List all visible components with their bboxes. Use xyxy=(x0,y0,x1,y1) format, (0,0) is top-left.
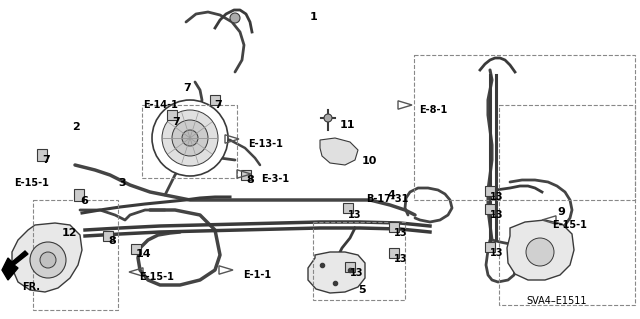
Circle shape xyxy=(30,242,66,278)
Text: 12: 12 xyxy=(62,228,77,238)
Bar xyxy=(74,189,84,201)
Text: 4: 4 xyxy=(388,190,396,200)
Circle shape xyxy=(172,120,208,156)
Text: 2: 2 xyxy=(72,122,80,132)
Text: 13: 13 xyxy=(490,192,504,202)
Bar xyxy=(313,222,405,300)
Circle shape xyxy=(324,114,332,122)
Text: E-15-1: E-15-1 xyxy=(14,178,49,188)
Polygon shape xyxy=(12,223,82,292)
Text: 13: 13 xyxy=(394,254,408,264)
Text: 7: 7 xyxy=(214,100,221,110)
Polygon shape xyxy=(320,138,358,165)
Text: 10: 10 xyxy=(362,156,378,166)
Text: 13: 13 xyxy=(350,268,364,278)
Bar xyxy=(485,186,495,196)
Circle shape xyxy=(230,13,240,23)
Polygon shape xyxy=(2,251,28,280)
Text: 6: 6 xyxy=(80,196,88,206)
Text: 11: 11 xyxy=(340,120,355,130)
Bar xyxy=(499,105,635,305)
Text: 7: 7 xyxy=(42,155,50,165)
Text: E-14-1: E-14-1 xyxy=(143,100,178,110)
Text: 8: 8 xyxy=(246,175,253,185)
Bar xyxy=(33,200,118,310)
Bar xyxy=(210,95,220,105)
Text: 13: 13 xyxy=(490,210,504,220)
Bar xyxy=(485,204,495,214)
Text: 13: 13 xyxy=(394,228,408,238)
Polygon shape xyxy=(308,252,365,293)
Circle shape xyxy=(182,130,198,146)
Text: SVA4–E1511: SVA4–E1511 xyxy=(526,296,586,306)
Text: 8: 8 xyxy=(108,236,116,246)
Bar xyxy=(142,105,237,178)
Text: E-1-1: E-1-1 xyxy=(243,270,271,280)
Text: E-13-1: E-13-1 xyxy=(248,139,283,149)
Text: 13: 13 xyxy=(490,248,504,258)
Bar xyxy=(345,262,355,272)
Circle shape xyxy=(162,110,218,166)
Text: E-15-1: E-15-1 xyxy=(552,220,587,230)
Bar xyxy=(389,248,399,258)
Text: B-17-31: B-17-31 xyxy=(366,194,408,204)
Circle shape xyxy=(40,252,56,268)
Circle shape xyxy=(526,238,554,266)
Bar xyxy=(485,242,495,252)
Bar xyxy=(167,110,177,120)
Bar xyxy=(103,231,113,241)
Bar xyxy=(37,149,47,161)
Text: 14: 14 xyxy=(136,249,152,259)
Bar xyxy=(131,244,141,254)
Text: 7: 7 xyxy=(172,117,180,127)
Text: E-3-1: E-3-1 xyxy=(261,174,289,184)
Text: E-15-1: E-15-1 xyxy=(139,272,174,282)
Polygon shape xyxy=(507,220,574,280)
Text: 9: 9 xyxy=(557,207,565,217)
Bar xyxy=(414,55,635,200)
Text: 1: 1 xyxy=(310,12,317,22)
Text: FR.: FR. xyxy=(22,282,40,292)
Text: 7: 7 xyxy=(183,83,191,93)
Text: E-8-1: E-8-1 xyxy=(419,105,447,115)
Text: 3: 3 xyxy=(118,178,125,188)
Text: 13: 13 xyxy=(348,210,362,220)
Bar xyxy=(389,222,399,232)
Bar xyxy=(241,170,251,180)
Bar xyxy=(343,203,353,213)
Text: 5: 5 xyxy=(358,285,365,295)
Circle shape xyxy=(152,100,228,176)
